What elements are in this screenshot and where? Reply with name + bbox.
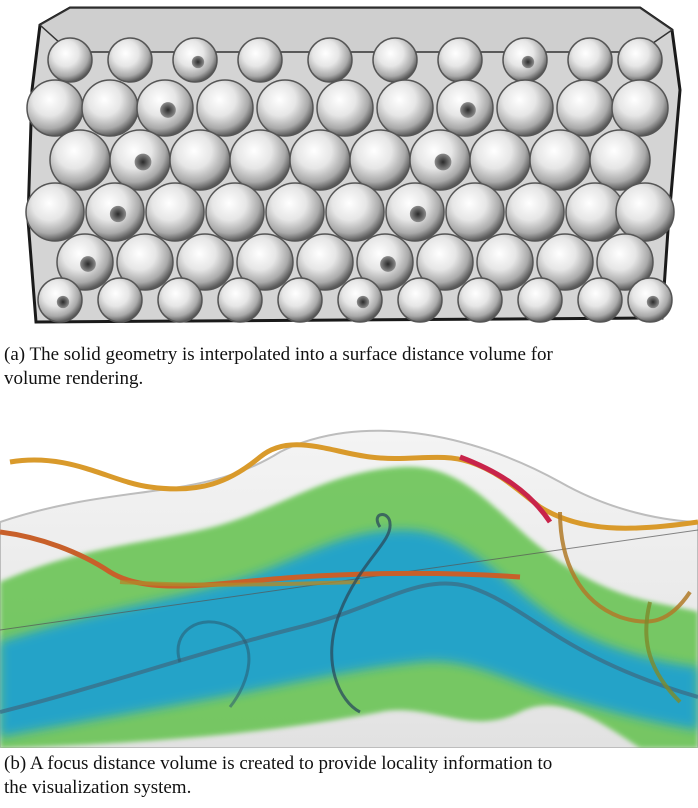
centerline [0,581,698,714]
sphere-cell [97,277,143,323]
sphere-cell [577,277,623,323]
sphere-pore [191,55,205,69]
sphere-cell [237,37,283,83]
sphere-pore [521,55,535,69]
sphere-pore [134,153,152,171]
sphere-cell [81,79,139,137]
sphere-cell [476,233,534,291]
sphere-pore [109,205,127,223]
tube-right [558,511,692,624]
sphere-cell [457,277,503,323]
sphere-cell [169,129,231,191]
sphere-cell [47,37,93,83]
sphere-pore [646,295,660,309]
sphere-cell [217,277,263,323]
sphere-cell [256,79,314,137]
sphere-cell [529,129,591,191]
sphere-cell [236,233,294,291]
sphere-cell [296,233,354,291]
sphere-cell [107,37,153,83]
sphere-cell [25,182,85,242]
sphere-cell [611,79,669,137]
sphere-cell [205,182,265,242]
sphere-cell [196,79,254,137]
sphere-cell [617,37,663,83]
sphere-cell [157,277,203,323]
sphere-cell [615,182,675,242]
sphere-cells [25,37,675,323]
sphere-cell [469,129,531,191]
sphere-cell [517,277,563,323]
sphere-cell [116,233,174,291]
reference-line [0,529,698,631]
sphere-cell [445,182,505,242]
surface-distance-volume-rendering [25,6,682,324]
sphere-cell [49,129,111,191]
sphere-pore [380,256,396,272]
sphere-pore [356,295,370,309]
sphere-cell [589,129,651,191]
sphere-cell [277,277,323,323]
sphere-cell [372,37,418,83]
focus-distance-volume-rendering [0,412,698,748]
caption-a: (a) The solid geometry is interpolated i… [4,343,696,391]
caption-a-line-2: volume rendering. [4,368,144,389]
sphere-cell [265,182,325,242]
sphere-pore [460,102,476,118]
sphere-cell [536,233,594,291]
sphere-cell [26,79,84,137]
sphere-pore [56,295,70,309]
sphere-cell [325,182,385,242]
sphere-pore [80,256,96,272]
sphere-cell [596,233,654,291]
sphere-pore [434,153,452,171]
sphere-cell [316,79,374,137]
tube-right-lower [644,601,682,704]
sphere-cell [289,129,351,191]
blue-focus-core [0,529,698,737]
sphere-pore [409,205,427,223]
tube-loop [330,513,392,714]
sphere-cell [376,79,434,137]
tube-red-segment [459,454,553,524]
sphere-cell [229,129,291,191]
sphere-cell [437,37,483,83]
sphere-cell [556,79,614,137]
sphere-cell [349,129,411,191]
sphere-cell [567,37,613,83]
sphere-cell [505,182,565,242]
sphere-cell [307,37,353,83]
sphere-cell [145,182,205,242]
sphere-cell [496,79,554,137]
sphere-cell [397,277,443,323]
caption-b: (b) A focus distance volume is created t… [4,752,696,800]
tube-olive-left [119,580,361,587]
caption-b-line-1: (b) A focus distance volume is created t… [4,753,553,774]
sphere-pore [160,102,176,118]
sphere-cell [176,233,234,291]
caption-a-line-1: (a) The solid geometry is interpolated i… [4,344,553,365]
caption-b-line-2: the visualization system. [4,777,192,798]
tube-faint [176,620,251,708]
sphere-cell [416,233,474,291]
